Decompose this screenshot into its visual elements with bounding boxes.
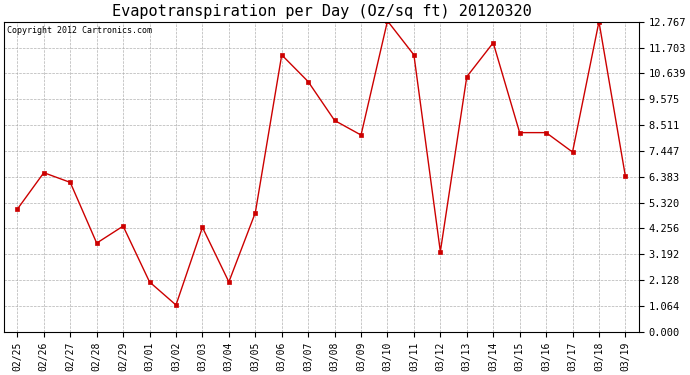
Title: Evapotranspiration per Day (Oz/sq ft) 20120320: Evapotranspiration per Day (Oz/sq ft) 20… bbox=[112, 4, 531, 19]
Text: Copyright 2012 Cartronics.com: Copyright 2012 Cartronics.com bbox=[8, 26, 152, 35]
